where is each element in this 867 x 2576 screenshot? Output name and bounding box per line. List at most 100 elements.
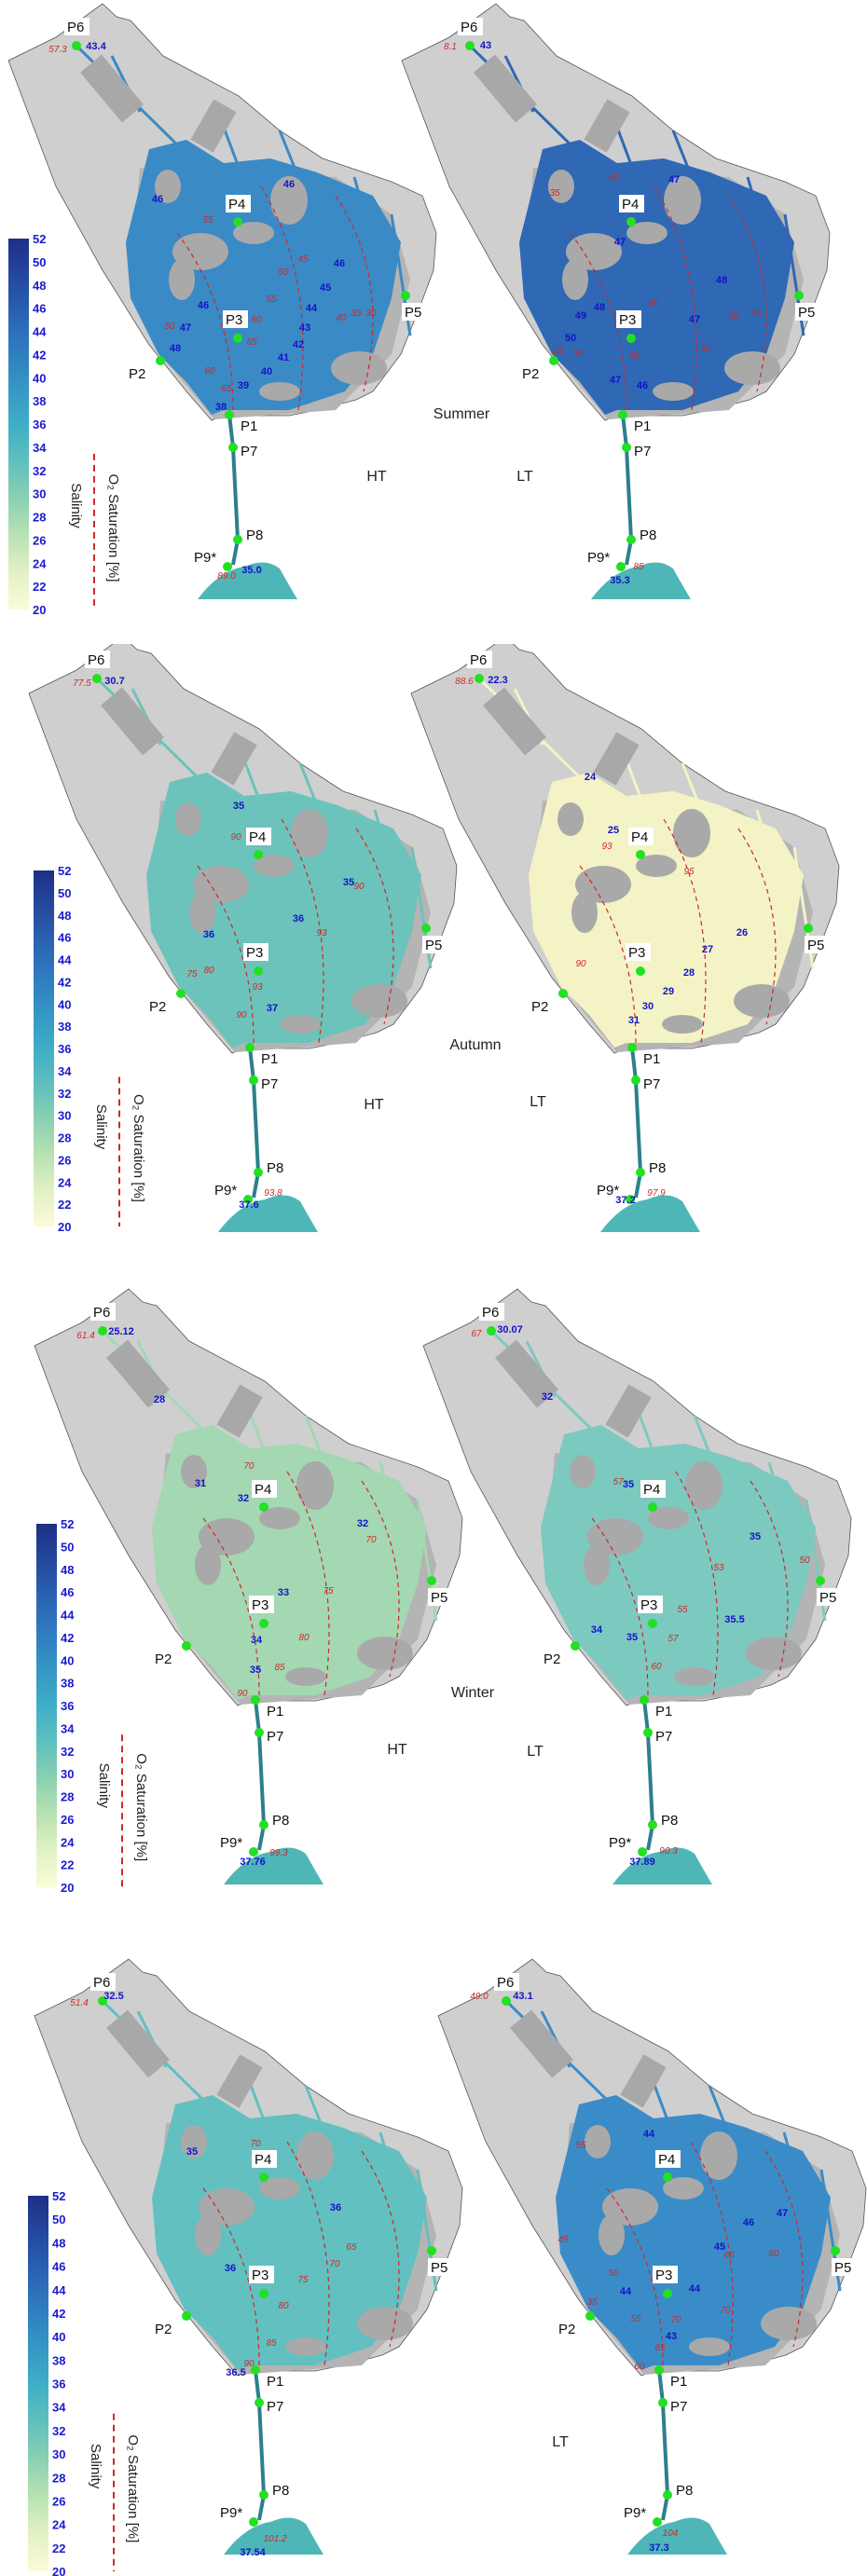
salinity-axis-label: Salinity <box>96 1763 112 1809</box>
value-labels-ht: 35 36 36 36.5 70 65 70 75 80 85 90 51.4 32.5 101.2 37.… <box>70 1991 357 2558</box>
island <box>285 1667 326 1686</box>
o2-contour-label: 80 <box>203 966 214 976</box>
tidal-channel <box>278 130 300 178</box>
salinity-label: 50 <box>565 333 576 344</box>
tidal-channel <box>304 1415 326 1463</box>
station-dot <box>259 2289 268 2298</box>
station-P7: P7 <box>228 443 257 459</box>
p6-salinity-value: 43 <box>480 40 491 51</box>
station-P3: P3 <box>626 943 651 976</box>
station-P2: P2 <box>149 989 186 1015</box>
lagoon-map-ht: P1 P2 P3 P4 P5 P6 P7 P8 P9* <box>28 644 458 1232</box>
station-P7: P7 <box>622 443 651 459</box>
station-label: P3 <box>655 2268 672 2283</box>
station-P1: P1 <box>618 410 651 434</box>
colorbar-tick-label: 22 <box>52 2542 65 2555</box>
station-P6: P6 <box>494 1973 519 2006</box>
lagoon-map-lt: P1 P2 P3 P4 P5 P6 P7 P8 P9* <box>422 1288 852 1884</box>
station-P6: P6 <box>90 1303 116 1336</box>
sea-o2-value: 101.2 <box>263 2534 286 2544</box>
station-P8: P8 <box>259 1813 289 1829</box>
station-label: P5 <box>807 938 824 953</box>
station-P2: P2 <box>544 1641 580 1667</box>
station-P5: P5 <box>794 291 820 321</box>
o2-contour-label: 70 <box>365 1535 377 1545</box>
colorbar-tick-label: 48 <box>52 2236 65 2250</box>
station-label-box <box>817 1588 842 1606</box>
salinity-label: 36.5 <box>226 2367 245 2378</box>
station-dot <box>622 443 631 452</box>
station-label: P2 <box>531 999 548 1015</box>
p6-o2-value: 88.6 <box>455 677 474 687</box>
island <box>296 1461 334 1510</box>
colorbar-tick-label: 50 <box>61 1540 74 1554</box>
o2-saturation-axis-label: O₂ Saturation [%] <box>133 1753 149 1861</box>
p6-o2-value: 77.5 <box>73 678 91 689</box>
station-label: P6 <box>67 20 84 35</box>
station-label-box <box>655 2150 681 2168</box>
tidal-channel <box>352 176 375 243</box>
station-dot <box>401 291 410 300</box>
colorbar-tick-label: 48 <box>33 279 46 293</box>
station-label: P8 <box>272 2483 289 2499</box>
o2-contour-label: 75 <box>186 969 198 980</box>
season-label: Winter <box>451 1685 495 1701</box>
o2-contour-label: 55 <box>266 295 277 305</box>
station-P8: P8 <box>648 1813 678 1829</box>
o2-contour-label: 50 <box>278 267 289 278</box>
o2-contour-label: 50 <box>164 322 175 332</box>
colorbar-tick-label: 52 <box>52 2189 65 2203</box>
season-panel-winter: 52 50 48 46 44 42 40 38 36 34 32 30 28 26 24 22 20 Salini… <box>34 1288 852 1895</box>
colorbar-tick-label: 42 <box>33 348 46 362</box>
colorbar-tick-label: 40 <box>33 371 46 385</box>
open-sea <box>218 1195 318 1232</box>
outlet-channel <box>621 414 634 566</box>
station-P7: P7 <box>631 1076 660 1092</box>
colorbar-tick-label: 52 <box>33 232 46 246</box>
outlet-channel <box>630 1047 643 1199</box>
salinity-label: 49 <box>575 310 586 322</box>
high-tide-label: HT <box>364 1097 384 1113</box>
station-label-box <box>223 310 248 328</box>
station-P1: P1 <box>654 2365 687 2390</box>
o2-contour-label: 80 <box>278 2301 289 2311</box>
island <box>571 892 598 933</box>
station-P6: P6 <box>467 651 492 683</box>
o2-contour-label: 35 <box>586 2297 598 2308</box>
colorbar-tick-label: 40 <box>58 997 71 1011</box>
colorbar-tick-label: 44 <box>61 1609 75 1623</box>
outlet-channel <box>254 1699 267 1851</box>
colorbar-gradient <box>36 1524 57 1887</box>
station-label: P1 <box>267 1704 283 1720</box>
station-label: P8 <box>676 2483 693 2499</box>
salinity-label: 42 <box>293 339 304 350</box>
station-label: P8 <box>649 1160 666 1176</box>
salinity-colorbar: 52 50 48 46 44 42 40 38 36 34 32 30 28 26 24 22 20 Salini… <box>34 864 146 1234</box>
station-dot <box>259 1820 268 1829</box>
station-P3: P3 <box>653 2266 678 2298</box>
station-P7: P7 <box>255 1728 283 1745</box>
station-label: P2 <box>149 999 166 1015</box>
colorbar-tick-label: 22 <box>58 1198 71 1212</box>
colorbar-tick-label: 52 <box>58 864 71 878</box>
station-dot <box>233 334 242 343</box>
island <box>285 2337 326 2356</box>
station-dot <box>804 924 813 933</box>
island <box>259 2177 300 2199</box>
station-label: P7 <box>634 444 651 459</box>
outlet-channel <box>248 1047 261 1199</box>
colorbar-tick-label: 50 <box>52 2213 65 2227</box>
tidal-channel <box>708 2085 730 2133</box>
station-dot <box>156 356 165 365</box>
island <box>653 382 694 401</box>
station-label-box <box>252 2150 277 2168</box>
salt-pond <box>605 1384 652 1438</box>
water-salinity-field <box>556 2095 831 2370</box>
station-label: P9* <box>214 1183 237 1199</box>
island <box>259 382 300 401</box>
o2-contour-label: 53 <box>713 1563 724 1573</box>
station-P9: P9* <box>609 1835 647 1857</box>
station-P6: P6 <box>458 18 483 50</box>
o2-contour-label: 65 <box>723 2251 735 2261</box>
